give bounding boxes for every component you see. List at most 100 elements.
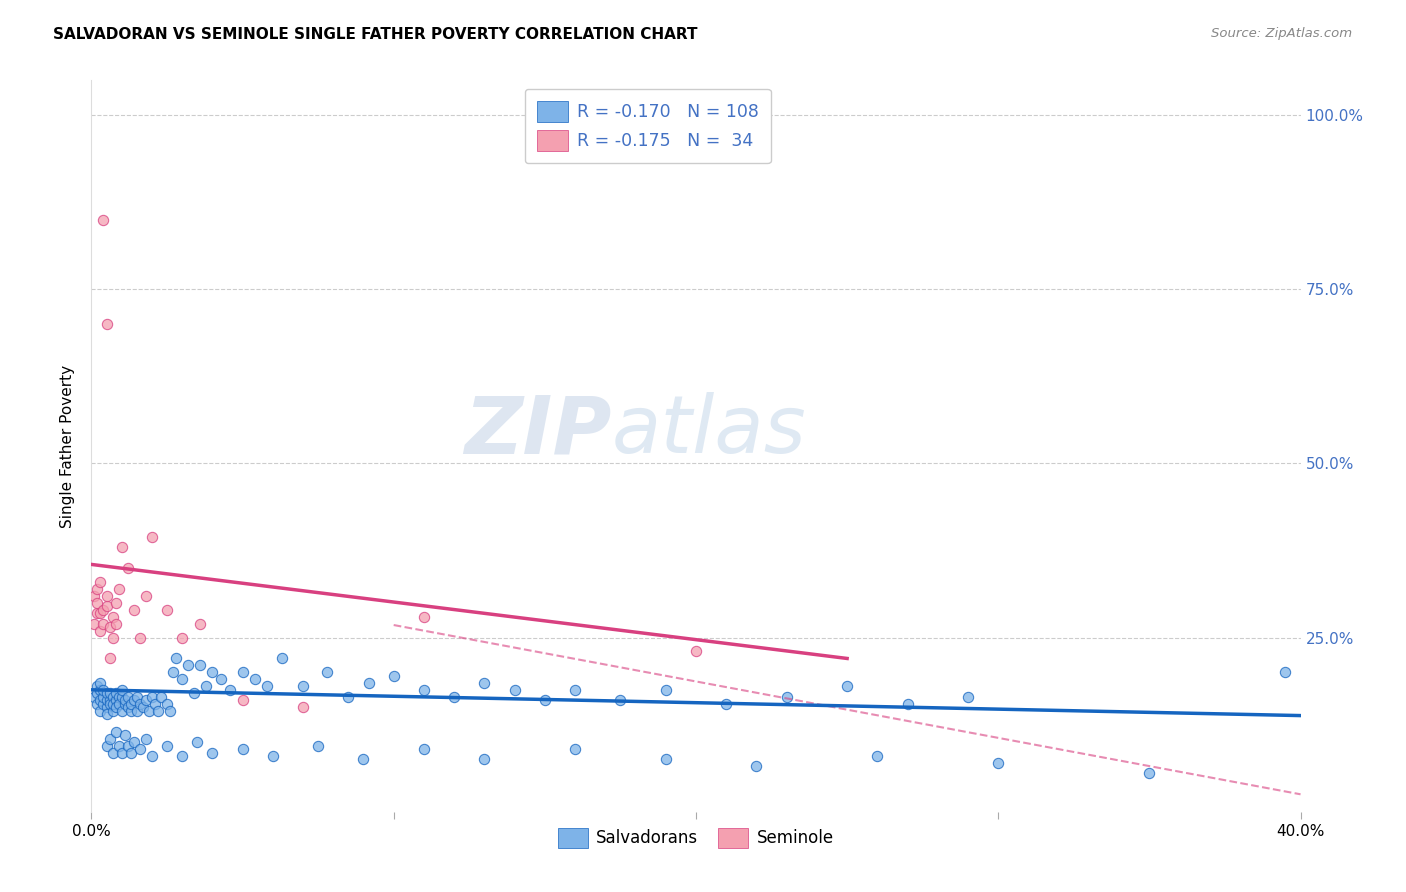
Point [83,589,105,603]
Point [104,616,127,631]
Point [352,752,374,766]
Point [128,697,150,711]
Point [209,673,232,687]
Point [111,690,132,704]
Point [93,682,115,697]
Point [86,679,108,693]
Point [89,693,111,707]
Point [107,690,129,704]
Point [188,616,211,631]
Point [117,561,139,575]
Point [89,682,111,697]
Text: Source: ZipAtlas.com: Source: ZipAtlas.com [1212,27,1353,40]
Point [201,665,224,680]
Point [101,631,124,645]
Point [125,704,148,718]
Point [503,682,526,697]
Point [83,690,105,704]
Point [188,658,211,673]
Point [141,690,163,704]
Point [359,676,381,690]
Point [609,693,631,707]
Point [195,679,218,693]
Point [120,704,142,718]
Point [120,697,142,711]
Point [165,651,187,665]
Point [86,596,108,610]
Point [472,752,495,766]
Point [162,665,184,680]
Point [104,686,127,700]
Point [1139,766,1161,780]
Point [156,739,179,753]
Point [96,700,118,714]
Text: atlas: atlas [612,392,806,470]
Point [89,574,111,589]
Point [104,596,127,610]
Point [443,690,465,704]
Y-axis label: Single Father Poverty: Single Father Poverty [60,365,76,527]
Point [897,697,920,711]
Point [866,749,889,764]
Point [89,676,111,690]
Point [413,682,436,697]
Point [146,704,169,718]
Point [172,631,194,645]
Point [128,631,150,645]
Point [122,603,145,617]
Point [111,540,132,554]
Point [93,603,115,617]
Point [132,700,155,714]
Point [128,742,150,756]
Point [101,697,124,711]
Point [292,700,315,714]
Point [104,700,127,714]
Point [143,697,166,711]
Point [111,682,132,697]
Point [125,690,148,704]
Point [256,679,278,693]
Point [186,735,208,749]
Point [89,704,111,718]
Point [122,735,145,749]
Point [114,728,136,742]
Point [231,665,253,680]
Point [564,682,586,697]
Point [98,620,121,634]
Point [98,693,121,707]
Point [141,749,163,764]
Point [654,752,676,766]
Point [96,693,118,707]
Point [987,756,1010,770]
Point [89,606,111,620]
Point [654,682,676,697]
Point [156,697,179,711]
Point [1274,665,1296,680]
Point [114,697,136,711]
Point [183,686,205,700]
Point [111,704,132,718]
Point [177,658,200,673]
Point [292,679,315,693]
Point [776,690,799,704]
Point [316,665,339,680]
Point [101,609,124,624]
Point [96,589,118,603]
Point [89,624,111,638]
Point [114,693,136,707]
Point [101,690,124,704]
Point [86,582,108,596]
Point [96,317,118,331]
Point [138,704,160,718]
Legend: Salvadorans, Seminole: Salvadorans, Seminole [551,821,841,855]
Text: SALVADORAN VS SEMINOLE SINGLE FATHER POVERTY CORRELATION CHART: SALVADORAN VS SEMINOLE SINGLE FATHER POV… [53,27,697,42]
Point [270,651,292,665]
Point [141,530,163,544]
Point [685,644,707,658]
Point [104,724,127,739]
Point [98,651,121,665]
Point [135,589,157,603]
Point [159,704,181,718]
Point [231,742,253,756]
Point [86,606,108,620]
